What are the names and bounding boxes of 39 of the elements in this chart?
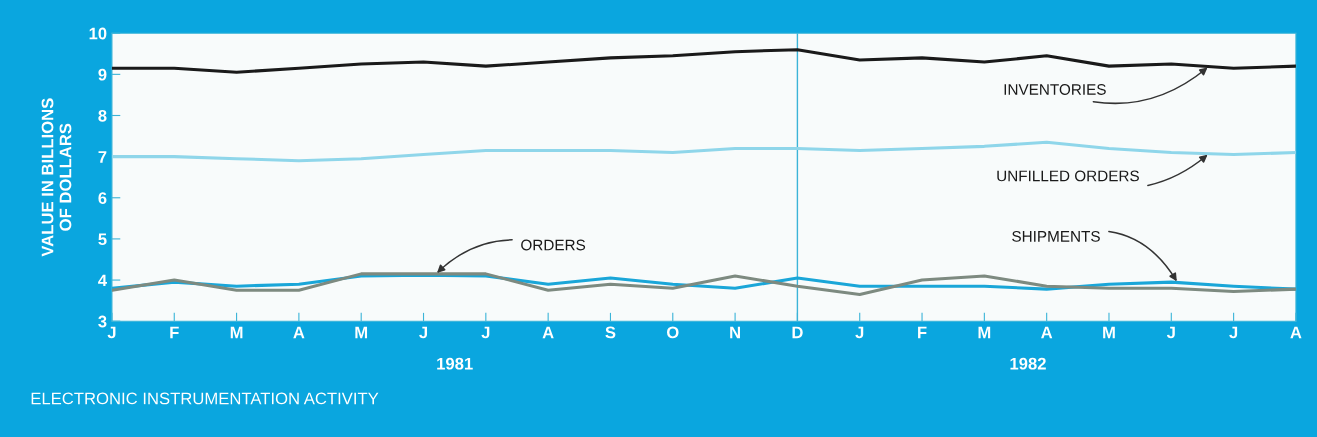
x-tick-label: F	[918, 326, 927, 339]
x-tick-label: J	[1166, 326, 1175, 339]
series-label: INVENTORIES	[1004, 84, 1106, 95]
x-tick-label: J	[107, 326, 116, 339]
x-tick-label: J	[855, 326, 864, 339]
y-axis-title: VALUE IN BILLIONS OF DOLLARS	[41, 98, 72, 257]
y-tick-label: 8	[98, 109, 107, 122]
y-tick-label: 4	[98, 274, 107, 287]
x-tick-label: S	[605, 326, 616, 339]
y-tick-label: 10	[89, 27, 107, 40]
x-tick-label: N	[730, 326, 740, 339]
x-tick-label: M	[1103, 326, 1115, 339]
y-tick-label: 5	[98, 233, 107, 246]
x-tick-label: A	[293, 326, 305, 339]
x-tick-label: A	[542, 326, 554, 339]
x-tick-label: M	[978, 326, 991, 339]
x-tick-label: D	[792, 326, 803, 339]
line-series	[111, 272, 1296, 296]
x-tick-label: J	[481, 326, 490, 339]
text: 1981	[437, 357, 473, 370]
x-tick-label: F	[170, 326, 179, 339]
y-tick-label: 3	[98, 315, 107, 328]
x-tick-label: J	[419, 326, 428, 339]
line-series	[111, 140, 1296, 163]
x-tick-label: A	[1041, 326, 1053, 339]
x-tick-label: M	[230, 326, 243, 339]
y-tick-label: 7	[98, 151, 107, 163]
line-series	[111, 48, 1296, 74]
y-tick-label: 9	[98, 68, 107, 81]
text: ORDERS	[521, 239, 586, 251]
series-label: UNFILLED ORDERS	[997, 170, 1139, 182]
x-tick-label: A	[1290, 326, 1302, 339]
text: ELECTRONIC INSTRUMENTATION ACTIVITY	[31, 392, 379, 405]
x-tick-label: J	[1229, 326, 1238, 339]
text: 1982	[1010, 357, 1046, 370]
x-tick-label: O	[666, 326, 679, 339]
x-tick-label: M	[355, 326, 368, 339]
y-tick-label: 6	[98, 192, 107, 204]
text: SHIPMENTS	[1012, 230, 1100, 242]
